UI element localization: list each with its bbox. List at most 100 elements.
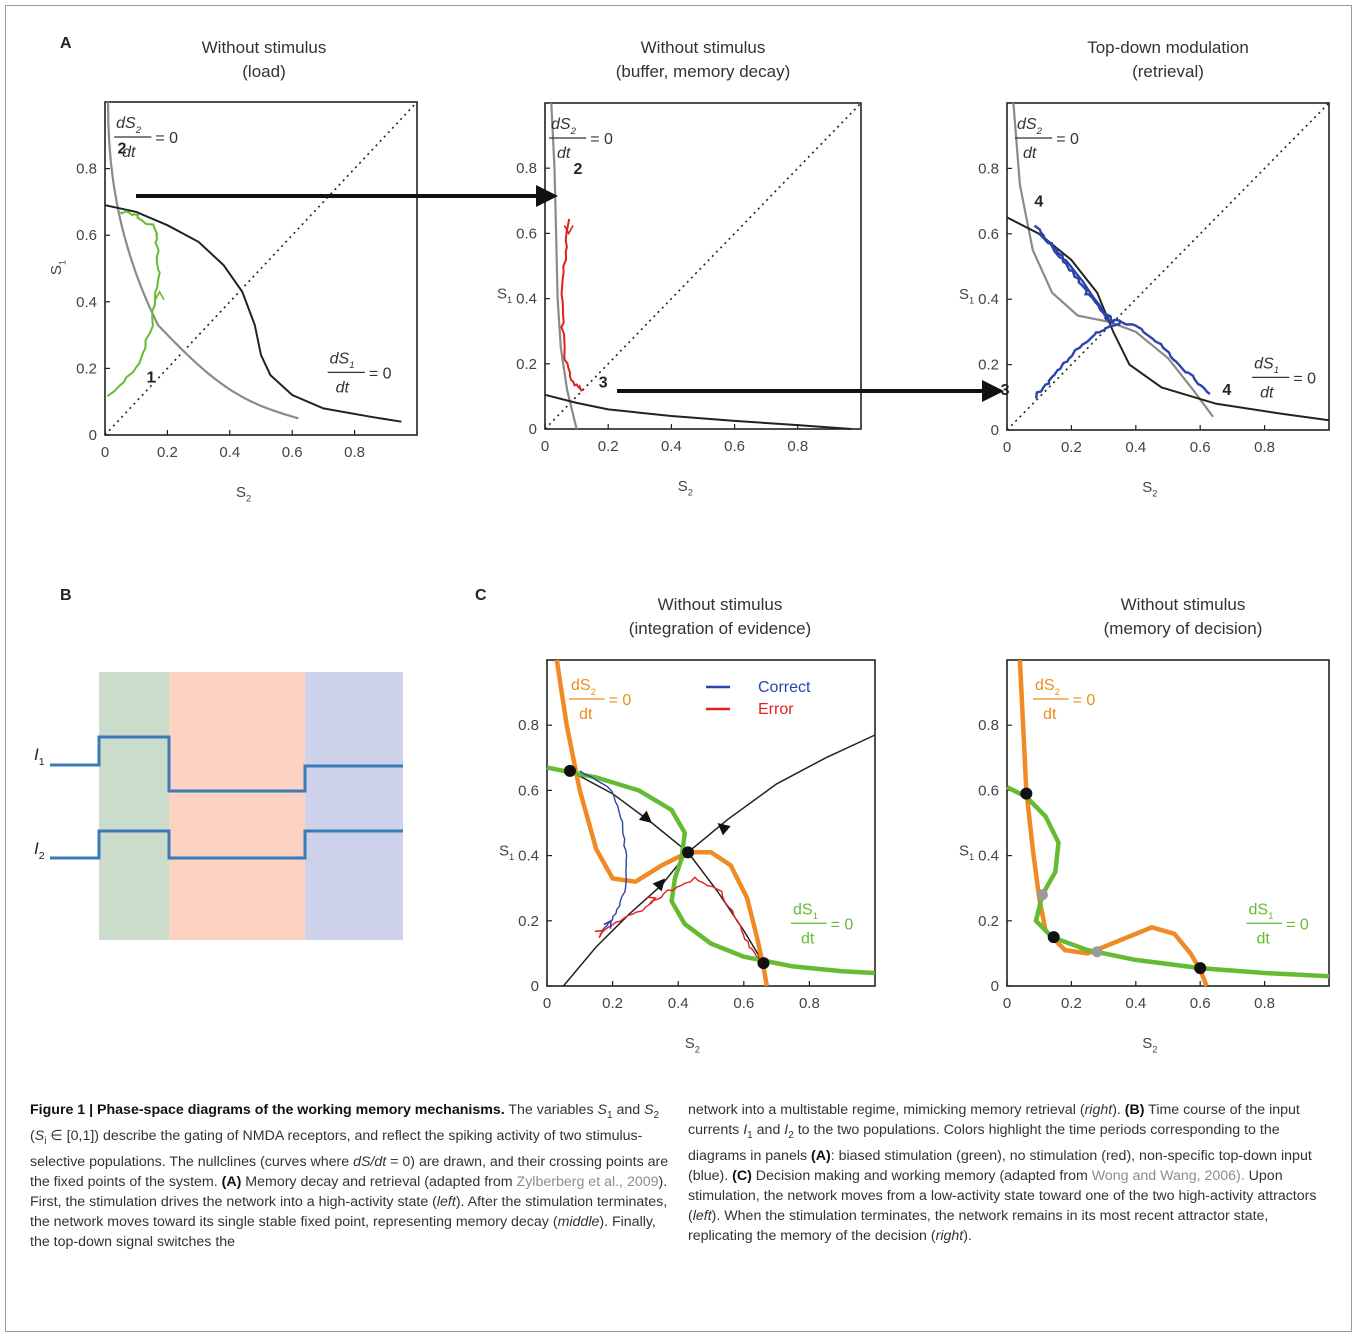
trajectory-arrow (563, 225, 574, 236)
nullcline-ds1 (546, 765, 876, 976)
fixed-point-stable (563, 764, 576, 777)
x-tick-label: 0.2 (602, 995, 623, 1012)
plot-subtitle: (retrieval) (1132, 62, 1204, 81)
nullcline-ds1 (1006, 216, 1330, 422)
plot-title: Without stimulus (658, 595, 783, 614)
x-tick-label: 0.4 (668, 995, 689, 1012)
y-tick-label: 0 (531, 978, 539, 995)
x-axis-label: S2 (236, 484, 251, 504)
x-tick-label: 0 (1003, 439, 1011, 456)
y-tick-label: 0.6 (978, 226, 999, 243)
trajectory-arrow (154, 290, 165, 301)
plot-frame (544, 102, 862, 430)
nullcline-label-ds2: dS2 dt = 0 (569, 677, 631, 723)
nullcline-ds1 (1005, 785, 1330, 979)
nullcline-label-ds2: dS2 dt = 0 (1015, 116, 1079, 162)
input-label-i2: I2 (34, 839, 45, 862)
fraction-denominator: dt (1260, 384, 1274, 401)
nullcline-label-ds1: dS1 dt = 0 (1246, 901, 1309, 947)
y-axis-label: S1 (499, 843, 514, 863)
fraction-denominator: dt (557, 145, 571, 162)
caption-text: middle (557, 1213, 600, 1230)
x-tick-label: 0.4 (219, 444, 240, 461)
fraction-denominator: dt (1023, 145, 1037, 162)
caption-text: i (44, 1135, 47, 1147)
fraction-numerator: dS1 (1254, 355, 1279, 376)
panel-letter-c: C (475, 587, 487, 604)
y-tick-label: 0.2 (978, 913, 999, 930)
manifold-arrow (638, 810, 652, 823)
y-tick-label: 0.6 (978, 782, 999, 799)
x-tick-label: 0.2 (1061, 995, 1082, 1012)
plot-frame (1006, 102, 1330, 431)
plot-title: Without stimulus (1121, 595, 1246, 614)
caption-text: ( (30, 1127, 35, 1144)
x-axis-label: S2 (1142, 479, 1157, 499)
fixed-point-unstable (1091, 946, 1103, 958)
fraction-denominator: dt (1257, 930, 1271, 947)
caption-text: (A) (221, 1173, 242, 1190)
caption-text: I (743, 1122, 748, 1138)
time-period-2 (169, 672, 305, 940)
plot-axes (1006, 102, 1330, 431)
caption-text: 1 (747, 1129, 753, 1141)
fraction-numerator: dS2 (116, 115, 142, 136)
caption-text: 2 (653, 1109, 660, 1121)
caption-text: 2 (788, 1129, 794, 1141)
fraction-equals: = 0 (1293, 370, 1316, 387)
caption-text: ). (1112, 1102, 1125, 1118)
plot-frame (546, 659, 876, 987)
caption-text: left (436, 1193, 456, 1210)
plot-subtitle: (memory of decision) (1104, 619, 1263, 638)
fixed-point-stable (1194, 962, 1207, 975)
fixed-point-stable (757, 957, 770, 970)
nullcline-label-ds1: dS1 dt = 0 (1252, 355, 1316, 401)
fraction-numerator: dS2 (551, 116, 577, 137)
caption-left-column: Figure 1 | Phase-space diagrams of the w… (30, 1100, 670, 1252)
trajectory-blue (1103, 316, 1211, 395)
legend-label: Error (758, 701, 794, 718)
caption-text: ). When the stimulation terminates, the … (688, 1207, 1269, 1244)
citation-link[interactable]: Zylberberg et al., 2009 (516, 1173, 659, 1190)
caption-text: and (612, 1102, 645, 1118)
fixed-point-stable (682, 846, 695, 859)
fraction-equals: = 0 (155, 130, 178, 147)
x-tick-label: 0.2 (1061, 439, 1082, 456)
figure-canvas: A Without stimulus(load)000.20.20.40.40.6… (34, 35, 1330, 1055)
plot-subtitle: (load) (242, 62, 285, 81)
y-tick-label: 0 (991, 422, 999, 439)
caption-text: The variables (504, 1102, 598, 1118)
y-axis-label: S1 (48, 260, 68, 275)
x-tick-label: 0.6 (282, 444, 303, 461)
x-tick-label: 0.8 (799, 995, 820, 1012)
x-tick-label: 0.6 (1190, 995, 1211, 1012)
y-tick-label: 0.4 (978, 848, 999, 865)
nullcline-label-ds1: dS1 dt = 0 (327, 350, 392, 396)
plot-subtitle: (buffer, memory decay) (616, 62, 790, 81)
state-label: 1 (146, 369, 155, 386)
y-axis-label: S1 (497, 286, 512, 306)
caption-text: left (692, 1207, 712, 1224)
trajectory-arrow (647, 896, 657, 905)
y-tick-label: 0.6 (516, 225, 537, 242)
state-label: 3 (599, 374, 608, 391)
x-axis-label: S2 (1142, 1035, 1157, 1055)
caption-text: (B) (1124, 1102, 1145, 1118)
x-tick-label: 0.2 (598, 438, 619, 455)
trajectory-green (106, 210, 161, 398)
nullcline-label-ds2: dS2 dt = 0 (549, 116, 613, 162)
x-tick-label: 0 (1003, 995, 1011, 1012)
nullcline-ds2 (550, 102, 578, 430)
panel-letter-b: B (60, 587, 72, 604)
x-tick-label: 0.2 (157, 444, 178, 461)
nullcline-label-ds2: dS2 dt = 0 (1033, 677, 1095, 723)
x-tick-label: 0.4 (1125, 995, 1146, 1012)
trajectory-blue (1038, 232, 1113, 326)
trajectory-arrow (603, 919, 612, 929)
citation-link[interactable]: Wong and Wang, 2006). (1091, 1167, 1245, 1184)
fraction-denominator: dt (1043, 706, 1057, 723)
caption-text: S (597, 1102, 607, 1118)
figure-frame (5, 5, 1352, 1332)
fraction-denominator: dt (579, 706, 593, 723)
plot-axes (544, 102, 862, 430)
